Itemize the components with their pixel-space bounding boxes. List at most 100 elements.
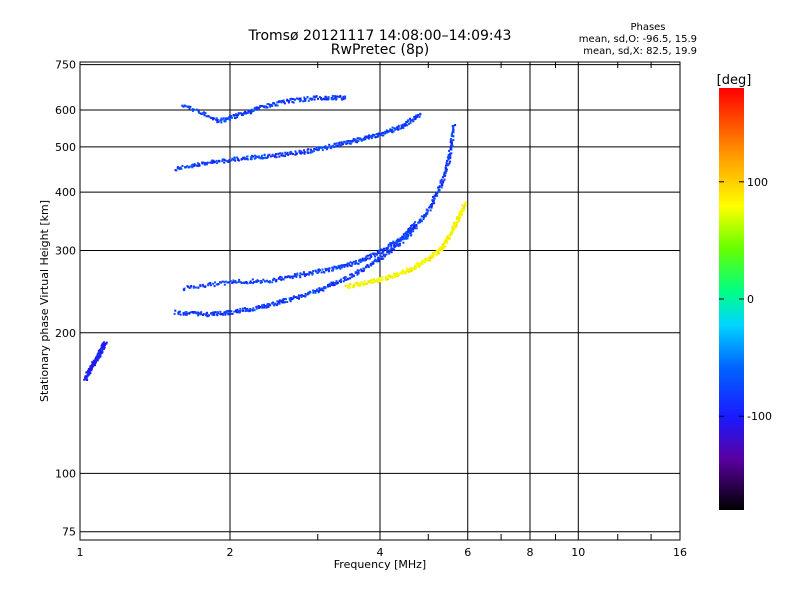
data-point — [233, 310, 236, 313]
data-point — [266, 156, 269, 159]
data-point — [308, 271, 311, 274]
data-point — [400, 126, 403, 129]
data-point — [449, 157, 452, 159]
data-point — [450, 135, 453, 138]
data-point — [92, 361, 95, 364]
data-point — [333, 95, 335, 98]
data-point — [302, 271, 305, 274]
data-point — [249, 309, 252, 312]
colorbar-tick-label: 0 — [747, 293, 754, 306]
data-point — [394, 276, 397, 278]
data-point — [433, 202, 436, 205]
data-point — [390, 244, 393, 246]
data-point — [389, 250, 392, 253]
data-point — [96, 359, 99, 362]
data-point — [280, 276, 283, 279]
data-point — [407, 268, 410, 271]
data-point — [394, 245, 397, 248]
data-point — [355, 262, 358, 265]
data-point — [214, 281, 217, 284]
data-point — [325, 98, 328, 101]
data-point — [357, 140, 360, 143]
data-point — [443, 178, 446, 181]
data-point — [390, 245, 393, 248]
data-point — [246, 307, 249, 310]
data-point — [318, 287, 321, 290]
data-point — [387, 243, 390, 246]
data-point — [386, 275, 389, 278]
data-point — [188, 312, 191, 315]
data-point — [379, 248, 382, 251]
data-point — [242, 309, 244, 312]
data-point — [399, 237, 402, 240]
data-point — [349, 140, 352, 143]
data-point — [184, 313, 187, 315]
data-point — [194, 311, 197, 313]
data-point — [450, 231, 453, 234]
data-point — [442, 244, 445, 247]
data-point — [370, 264, 373, 267]
x-tick-label: 1 — [77, 546, 84, 559]
data-point — [235, 113, 237, 116]
data-point — [395, 128, 398, 130]
data-point — [411, 268, 414, 271]
data-point — [451, 142, 453, 145]
data-point — [449, 138, 452, 141]
data-point — [355, 139, 358, 142]
data-point — [101, 350, 104, 353]
data-point — [302, 295, 305, 297]
data-point — [420, 215, 423, 218]
data-point — [451, 132, 454, 135]
data-point — [441, 246, 444, 249]
y-tick-label: 600 — [55, 104, 76, 117]
data-point — [314, 290, 317, 293]
data-point — [396, 126, 399, 129]
data-point — [105, 341, 108, 344]
data-point — [289, 150, 292, 153]
data-point — [246, 158, 249, 161]
data-point — [451, 124, 454, 127]
data-point — [234, 281, 237, 284]
data-point — [251, 308, 254, 311]
data-point — [433, 252, 436, 255]
data-point — [203, 163, 206, 166]
data-point — [344, 95, 347, 98]
data-point — [321, 268, 324, 271]
data-point — [197, 312, 200, 315]
y-tick-label: 400 — [55, 186, 76, 199]
data-point — [232, 158, 235, 161]
data-point — [307, 148, 310, 151]
data-point — [436, 191, 439, 194]
data-point — [216, 314, 219, 317]
data-point — [438, 185, 441, 188]
data-point — [350, 276, 353, 279]
data-point — [220, 281, 223, 284]
data-point — [246, 309, 249, 312]
data-point — [253, 107, 256, 110]
data-point — [379, 134, 382, 136]
data-point — [448, 157, 451, 160]
data-point — [298, 149, 301, 152]
data-point — [222, 117, 225, 120]
data-point — [312, 150, 315, 153]
data-point — [318, 96, 321, 99]
data-point — [354, 140, 357, 143]
data-point — [424, 215, 427, 218]
data-point — [449, 155, 452, 157]
chart-title: Tromsø 20121117 14:08:00–14:09:43 — [248, 28, 512, 44]
data-point — [220, 121, 223, 124]
data-point — [426, 210, 429, 213]
data-point — [233, 114, 236, 117]
data-point — [292, 296, 295, 299]
data-point — [452, 128, 455, 131]
data-point — [204, 112, 207, 115]
data-point — [448, 162, 451, 165]
data-point — [451, 228, 454, 231]
data-point — [195, 164, 197, 167]
data-point — [446, 159, 449, 162]
data-point — [442, 246, 445, 249]
data-point — [303, 152, 306, 155]
data-point — [173, 312, 176, 315]
data-point — [374, 136, 377, 138]
data-point — [417, 221, 420, 224]
